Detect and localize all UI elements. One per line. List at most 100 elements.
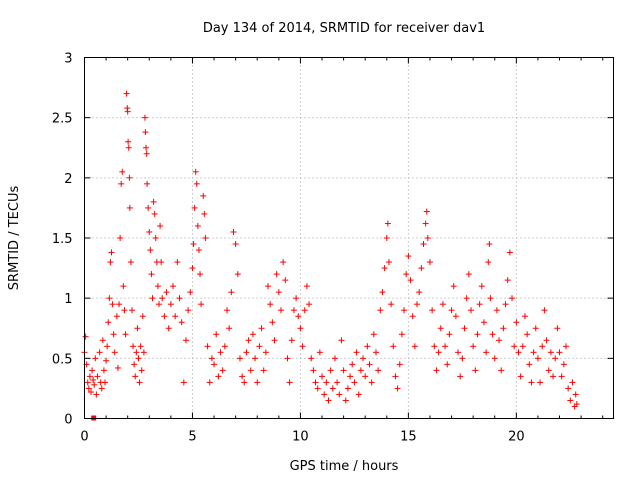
data-point: [308, 355, 315, 362]
data-point: [565, 385, 572, 392]
data-point: [154, 283, 161, 290]
data-point: [480, 319, 487, 326]
data-point: [226, 325, 233, 332]
data-point: [241, 379, 248, 386]
data-point: [282, 277, 289, 284]
data-point: [572, 391, 579, 398]
data-point: [431, 343, 438, 350]
data-point: [89, 367, 96, 374]
data-point: [347, 373, 354, 380]
data-point: [145, 204, 152, 211]
data-point: [129, 307, 136, 314]
plot-frame: [84, 57, 614, 419]
data-point: [133, 349, 140, 356]
data-point: [213, 331, 220, 338]
data-point: [452, 313, 459, 320]
data-point: [104, 343, 111, 350]
data-point: [424, 235, 431, 241]
data-point: [573, 401, 580, 408]
data-point: [100, 367, 107, 374]
data-point: [342, 397, 349, 404]
data-point: [325, 397, 332, 404]
data-point: [554, 325, 561, 332]
data-point: [198, 301, 205, 308]
data-point: [351, 379, 358, 386]
data-point: [178, 319, 185, 326]
data-point: [297, 325, 304, 332]
data-point: [372, 349, 379, 356]
data-point: [472, 367, 479, 374]
data-point: [528, 379, 535, 386]
y-tick-label: 3: [64, 52, 72, 67]
data-point: [284, 355, 291, 362]
data-point: [219, 367, 226, 374]
data-point: [299, 343, 306, 350]
data-point: [163, 289, 170, 296]
data-point: [142, 129, 149, 136]
data-point: [327, 367, 334, 374]
data-point: [221, 343, 228, 350]
data-point: [114, 364, 121, 371]
data-point: [493, 307, 500, 314]
data-point: [195, 247, 202, 254]
data-point: [182, 337, 189, 344]
data-point: [119, 168, 126, 175]
data-point: [151, 210, 158, 217]
data-point: [200, 192, 207, 199]
data-point: [157, 222, 164, 229]
data-point: [310, 367, 317, 374]
data-point: [295, 313, 302, 320]
data-point: [511, 343, 518, 350]
grid: [84, 57, 614, 419]
data-point: [85, 385, 92, 392]
data-point: [260, 367, 267, 374]
y-tick-label: 2.5: [52, 112, 73, 127]
data-point: [357, 367, 364, 374]
data-point: [539, 343, 546, 350]
data-point: [234, 271, 241, 278]
data-point: [271, 337, 278, 344]
data-point: [290, 307, 297, 314]
data-point: [197, 271, 204, 278]
data-point: [370, 331, 377, 338]
data-point: [84, 379, 91, 386]
data-point: [394, 385, 401, 392]
data-point: [414, 301, 421, 308]
data-point: [122, 331, 129, 338]
chart-title: Day 134 of 2014, SRMTID for receiver dav…: [203, 21, 485, 36]
data-point: [306, 301, 313, 308]
data-point: [349, 361, 356, 368]
data-point: [125, 138, 132, 145]
x-tick-label: 5: [188, 430, 196, 445]
data-point: [190, 241, 197, 248]
data-point: [489, 331, 496, 338]
data-point: [465, 271, 472, 278]
data-point: [280, 259, 287, 266]
data-point: [423, 208, 430, 215]
data-point: [476, 301, 483, 308]
data-point: [137, 343, 144, 350]
data-point: [470, 343, 477, 350]
data-point: [232, 241, 239, 248]
data-point: [267, 301, 274, 308]
data-point: [368, 379, 375, 386]
data-point: [149, 295, 156, 302]
data-point: [269, 319, 276, 326]
data-point: [442, 343, 449, 350]
data-point: [524, 331, 531, 338]
data-point: [303, 283, 310, 290]
data-point: [401, 307, 408, 314]
data-point: [96, 349, 103, 356]
data-point: [192, 168, 199, 175]
data-point: [457, 373, 464, 380]
data-point: [144, 180, 151, 187]
data-point: [191, 204, 198, 211]
data-point: [86, 373, 93, 380]
data-point: [92, 355, 99, 362]
data-point: [532, 325, 539, 332]
data-point: [366, 361, 373, 368]
data-point: [139, 313, 146, 320]
data-point: [433, 367, 440, 374]
data-point: [135, 355, 142, 362]
y-axis-title: SRMTID / TECUs: [7, 186, 22, 291]
